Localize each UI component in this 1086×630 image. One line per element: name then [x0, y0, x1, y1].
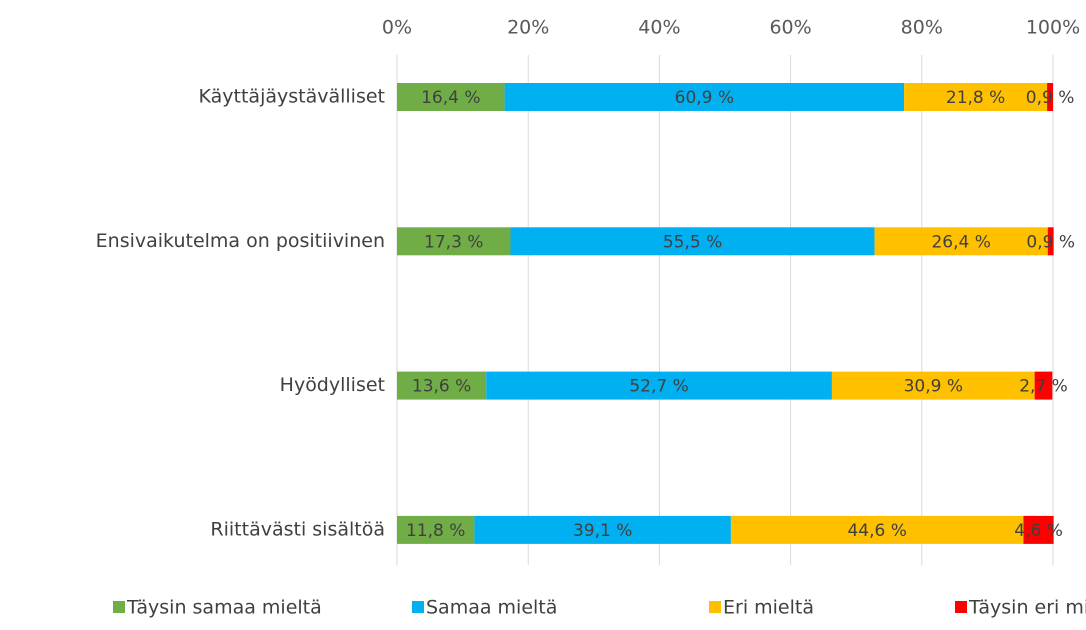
- x-tick-label: 60%: [769, 17, 811, 39]
- data-label: 21,8 %: [946, 88, 1005, 108]
- legend-label: Eri mieltä: [723, 597, 814, 619]
- data-label: 55,5 %: [663, 232, 722, 252]
- legend-label: Täysin samaa mieltä: [126, 597, 322, 619]
- data-label: 26,4 %: [931, 232, 990, 252]
- legend-swatch: [955, 601, 967, 613]
- data-label: 11,8 %: [406, 521, 465, 541]
- data-label: 30,9 %: [904, 377, 963, 397]
- bar-segment: [397, 515, 475, 544]
- category-label: Riittävästi sisältöä: [210, 518, 385, 540]
- data-label: 0,9 %: [1026, 88, 1075, 108]
- bar-segment: [510, 227, 875, 256]
- bar-segment: [730, 515, 1024, 544]
- legend-label: Samaa mieltä: [426, 597, 557, 619]
- x-tick-label: 100%: [1026, 17, 1080, 39]
- legend-swatch: [113, 601, 125, 613]
- bar-segment: [504, 83, 905, 111]
- x-tick-label: 80%: [901, 17, 943, 39]
- x-tick-label: 0%: [382, 17, 412, 39]
- category-label: Hyödylliset: [280, 374, 385, 396]
- bar-segment: [904, 83, 1048, 111]
- data-label: 4,6 %: [1014, 521, 1063, 541]
- data-label: 0,9 %: [1026, 232, 1075, 252]
- bar-segment: [474, 515, 731, 544]
- category-label: Käyttäjäystävälliset: [199, 86, 385, 108]
- category-label: Ensivaikutelma on positiivinen: [96, 230, 385, 252]
- bar-segment: [397, 227, 511, 256]
- data-label: 60,9 %: [675, 88, 734, 108]
- bar-segment: [397, 83, 505, 111]
- bar-segment: [1047, 83, 1053, 111]
- data-label: 44,6 %: [847, 521, 906, 541]
- x-tick-label: 40%: [638, 17, 680, 39]
- bar-segment: [486, 371, 832, 400]
- bar-segment: [831, 371, 1035, 400]
- bar-segment: [1034, 371, 1053, 400]
- data-label: 39,1 %: [573, 521, 632, 541]
- legend-swatch: [709, 601, 721, 613]
- data-label: 2,7 %: [1019, 377, 1068, 397]
- bar-segment: [1023, 515, 1054, 544]
- data-label: 52,7 %: [629, 377, 688, 397]
- data-label: 16,4 %: [421, 88, 480, 108]
- bar-segment: [1047, 227, 1054, 256]
- data-label: 17,3 %: [424, 232, 483, 252]
- x-tick-label: 20%: [507, 17, 549, 39]
- legend-swatch: [412, 601, 424, 613]
- legend-label: Täysin eri mieltä: [968, 597, 1086, 619]
- bar-segment: [397, 371, 487, 400]
- bar-segment: [874, 227, 1048, 256]
- data-label: 13,6 %: [412, 377, 471, 397]
